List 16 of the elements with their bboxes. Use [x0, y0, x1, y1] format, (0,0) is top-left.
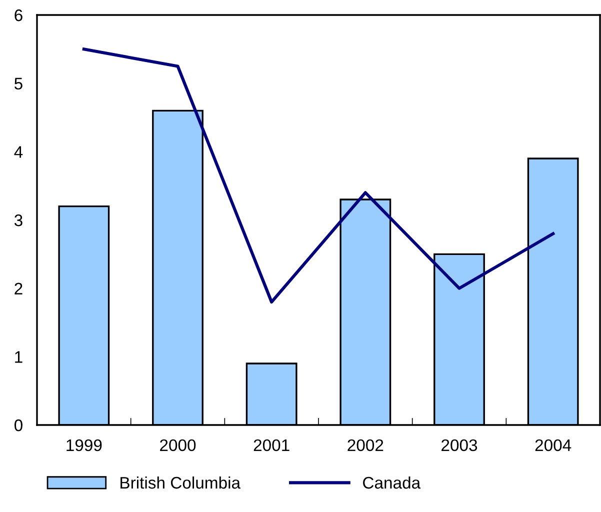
y-tick-label: 4: [14, 146, 23, 158]
x-tick-label: 2004: [535, 439, 572, 452]
y-tick-label: 0: [14, 419, 22, 432]
x-tick-label: 2003: [442, 439, 478, 452]
x-tick-label: 2002: [348, 439, 384, 452]
x-tick-label: 2000: [160, 439, 196, 452]
y-tick-label: 6: [14, 9, 22, 22]
legend-label: Canada: [363, 476, 421, 489]
line-series: [82, 48, 555, 304]
legend-label: British Columbia: [120, 476, 241, 489]
x-tick-label: 2001: [254, 439, 290, 452]
y-tick-label: 2: [14, 282, 22, 294]
y-tick-label: 3: [14, 214, 22, 226]
y-tick-label: 1: [15, 351, 22, 363]
x-tick-label: 1999: [66, 439, 102, 452]
y-tick-label: 5: [14, 78, 22, 90]
